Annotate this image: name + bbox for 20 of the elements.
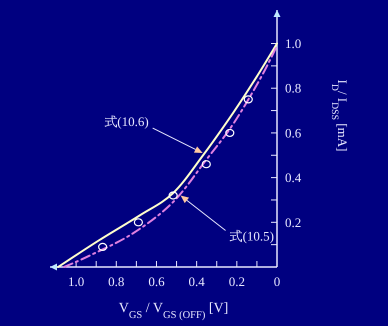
x-axis-title: V$_{GS}$ / V$_{GS (OFF)}$ [V] [118,301,228,320]
y-tick-label: 0.4 [285,170,302,186]
x-tick-label: 0.2 [228,274,245,289]
x-tick-label: 0.8 [108,274,124,289]
point [168,191,178,200]
y-tick-label: 0.6 [285,125,302,140]
point [244,95,253,104]
annotation: 式(10.6) [104,114,149,130]
y-tick-label: 1.0 [285,36,302,52]
x-tick-label: 1.0 [68,274,84,289]
y-tick-label: 0.2 [285,214,302,230]
annotation: 式(10.5) [230,228,274,244]
x-tick-label: 0.6 [148,274,166,289]
point [202,160,211,168]
point [98,242,108,251]
x-tick-label: 0 [274,274,280,289]
x-tick-label: 0.4 [188,274,206,289]
y-tick-label: 0.8 [285,80,302,96]
point [134,218,143,226]
point [225,128,234,138]
